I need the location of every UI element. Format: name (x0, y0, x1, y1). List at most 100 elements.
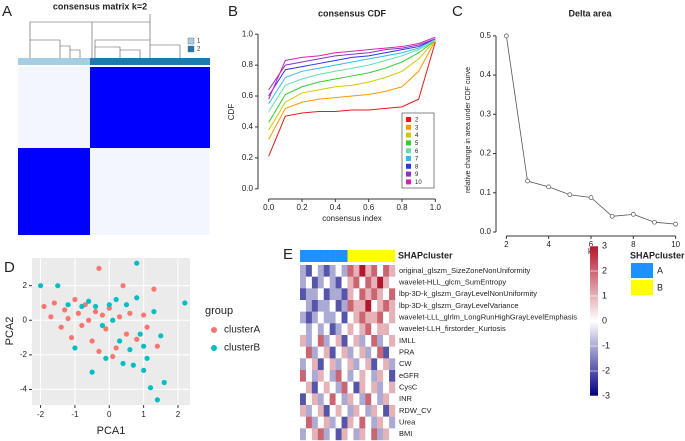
heat-cell (359, 276, 366, 289)
heat-cell (335, 416, 342, 429)
point (503, 33, 509, 39)
heat-cell (311, 276, 319, 289)
point (79, 303, 85, 310)
heat-cell (347, 370, 354, 382)
point (130, 362, 136, 368)
point (79, 322, 85, 329)
heat-cell (365, 265, 372, 277)
heat-cell (341, 358, 348, 371)
heat-cell (389, 381, 396, 394)
annotation-cell (353, 250, 360, 262)
heat-cell (317, 311, 324, 324)
heat-cell (311, 370, 319, 382)
heat-cell (341, 323, 348, 336)
cdf-line (268, 40, 436, 131)
heat-cell (389, 393, 396, 406)
heat-cell (359, 405, 366, 417)
legend-label: 9 (415, 172, 419, 178)
annotation-cell (359, 250, 366, 262)
heat-cell (365, 428, 372, 441)
heat-cell (317, 276, 324, 289)
heat-cell (359, 323, 366, 336)
heat-cell (371, 300, 378, 312)
heat-cell (300, 428, 307, 441)
heat-cell (335, 300, 342, 312)
point (120, 283, 126, 289)
legend-swatch (631, 280, 653, 295)
heat-cell (389, 311, 396, 324)
heat-cell (311, 393, 319, 406)
legend-swatch (406, 124, 411, 130)
heat-cell (317, 381, 324, 394)
heat-cell (347, 335, 354, 347)
heat-cell (347, 393, 354, 406)
annotation-cell (311, 250, 319, 262)
point (58, 324, 64, 330)
heat-cell (383, 300, 390, 312)
colorbar-label: 2 (602, 265, 607, 275)
heat-cell (341, 381, 348, 394)
point (630, 211, 636, 217)
heat-cell (300, 323, 307, 336)
heat-cell (365, 311, 372, 324)
heat-cell (359, 416, 366, 429)
heat-cell (371, 311, 378, 324)
row-label: PRA (399, 347, 414, 356)
y-tick-label: 0.4 (480, 70, 492, 79)
heat-cell (383, 405, 390, 417)
chart-title: Delta area (568, 8, 612, 18)
point (116, 338, 123, 344)
heat-cell (383, 323, 390, 336)
heat-cell (377, 276, 384, 289)
legend-label: clusterB (224, 343, 260, 354)
heat-cell (389, 300, 396, 312)
heat-cell (383, 346, 390, 359)
point (62, 307, 68, 313)
heat-cell (305, 358, 313, 371)
heat-cell (329, 288, 336, 301)
cdf-line (268, 39, 436, 123)
heat-cell (365, 323, 372, 336)
row-label: lbp-3D-k_glszm_GrayLevelVariance (399, 301, 519, 310)
y-tick-label: 0 (23, 315, 28, 324)
point (55, 283, 61, 289)
point (141, 367, 147, 374)
heat-cell (365, 300, 372, 312)
colorbar-label: 0 (602, 315, 607, 325)
point (116, 314, 123, 320)
heat-cell (323, 416, 330, 429)
point (103, 355, 109, 361)
heat-cell (323, 276, 330, 289)
heat-cell (305, 265, 313, 277)
heat-cell (317, 428, 324, 441)
heat-cell (383, 393, 390, 406)
heat-cell (329, 265, 336, 277)
point (137, 331, 143, 337)
heat-cell (335, 346, 342, 359)
y-axis-label: CDF (227, 104, 236, 121)
point (673, 221, 679, 227)
heat-cell (365, 416, 372, 429)
heat-cell (311, 346, 319, 359)
point (96, 265, 102, 271)
heat-cell (300, 265, 307, 277)
heat-cell (323, 265, 330, 277)
x-tick-label: 0.6 (363, 203, 375, 212)
point (110, 353, 116, 360)
legend-swatch (406, 171, 411, 177)
legend-label: A (657, 265, 663, 275)
row-label: eGFR (399, 371, 420, 380)
annotation-cell (347, 250, 354, 262)
heat-cell (347, 276, 354, 289)
heat-cell (371, 323, 378, 336)
heat-cell (389, 335, 396, 347)
heat-cell (377, 405, 384, 417)
heat-cell (383, 370, 390, 382)
legend-label: B (657, 282, 663, 292)
panel-label: A (2, 3, 12, 20)
legend-swatch (631, 263, 653, 278)
x-tick-label: -2 (37, 410, 45, 419)
heat-cell (389, 405, 396, 417)
heat-cell (365, 335, 372, 347)
heat-cell (300, 405, 307, 417)
